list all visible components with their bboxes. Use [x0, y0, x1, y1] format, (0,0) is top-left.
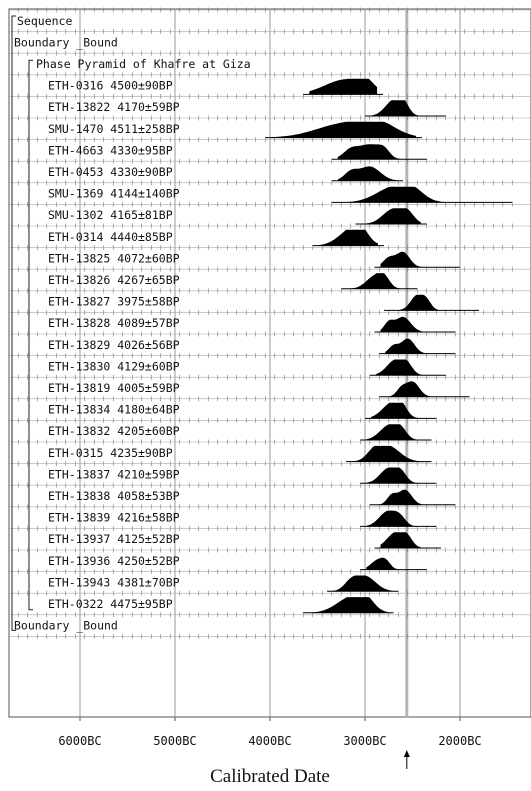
sample-probability-distribution	[371, 402, 431, 419]
sample-probability-distribution	[337, 166, 397, 181]
sample-label: ETH-13827 3975±58BP	[48, 295, 180, 309]
sample-label: ETH-13838 4058±53BP	[48, 489, 180, 503]
sequence-label: Sequence	[17, 14, 72, 28]
x-tick-label: 4000BC	[248, 734, 291, 748]
x-axis: 6000BC 5000BC 4000BC 3000BC 2000BC	[58, 717, 482, 769]
sample-probability-distribution	[371, 100, 440, 116]
sample-label: ETH-13839 4216±58BP	[48, 511, 180, 525]
sample-label: ETH-0322 4475±95BP	[48, 597, 173, 611]
x-tick-label: 3000BC	[343, 734, 386, 748]
sample-label: ETH-0316 4500±90BP	[48, 79, 173, 93]
sample-probability-distribution	[333, 575, 393, 592]
sample-label: ETH-0314 4440±85BP	[48, 230, 173, 244]
sample-label: ETH-4663 4330±95BP	[48, 143, 173, 157]
sample-label: ETH-13837 4210±59BP	[48, 467, 180, 481]
sample-label: ETH-0315 4235±90BP	[48, 446, 173, 460]
sample-probability-distribution	[385, 381, 464, 397]
sequence-bracket	[11, 15, 16, 631]
sample-probability-distribution	[361, 208, 421, 224]
sample-label: ETH-13829 4026±56BP	[48, 338, 180, 352]
sample-label: SMU-1302 4165±81BP	[48, 208, 173, 222]
x-tick-label: 6000BC	[58, 734, 101, 748]
sample-probability-distribution	[337, 186, 507, 203]
sample-probability-distribution	[375, 489, 450, 505]
sample-probability-distribution	[337, 144, 421, 160]
sample-probability-distribution	[366, 557, 421, 570]
boundary-bottom-label: Boundary _Bound	[14, 619, 118, 633]
sample-probability-distribution	[390, 294, 473, 311]
sample-label: ETH-13834 4180±64BP	[48, 403, 180, 417]
sample-probability-distribution	[271, 121, 416, 138]
sample-label: ETH-13830 4129±60BP	[48, 359, 180, 373]
reference-arrow-head	[403, 750, 410, 757]
sample-label: ETH-13936 4250±52BP	[48, 554, 180, 568]
sample-probability-distribution	[309, 597, 388, 613]
sample-label: ETH-13943 4381±70BP	[48, 575, 180, 589]
sample-probability-distribution	[366, 467, 431, 484]
sample-probability-distribution	[375, 359, 440, 376]
sample-label: ETH-13825 4072±60BP	[48, 251, 180, 265]
sample-probability-distribution	[380, 316, 450, 332]
sample-probability-distribution	[309, 78, 378, 95]
sample-label: ETH-0453 4330±90BP	[48, 165, 173, 179]
x-tick-label: 2000BC	[438, 734, 481, 748]
sample-label: ETH-13937 4125±52BP	[48, 532, 180, 546]
phase-label: Phase Pyramid of Khafre at Giza	[36, 57, 251, 71]
sample-label: ETH-13832 4205±60BP	[48, 424, 180, 438]
boundary-top-label: Boundary _Bound	[14, 35, 118, 49]
sample-label: SMU-1470 4511±258BP	[48, 122, 180, 136]
sample-label: ETH-13826 4267±65BP	[48, 273, 180, 287]
sample-label: SMU-1369 4144±140BP	[48, 187, 180, 201]
sample-probability-distribution	[366, 424, 426, 440]
sample-label: ETH-13822 4170±59BP	[48, 100, 180, 114]
sample-probability-distribution	[380, 532, 435, 548]
sample-probability-distribution	[366, 510, 431, 527]
sample-label: ETH-13828 4089±57BP	[48, 316, 180, 330]
sample-probability-distribution	[352, 445, 426, 462]
sample-label: ETH-13819 4005±59BP	[48, 381, 180, 395]
sample-probability-distribution	[347, 273, 412, 289]
sample-probability-distribution	[380, 251, 454, 268]
phase-bracket	[28, 59, 33, 611]
plot-distributions	[265, 78, 513, 614]
x-axis-title: Calibrated Date	[210, 766, 330, 787]
sample-probability-distribution	[385, 338, 450, 354]
sample-probability-distribution	[318, 229, 378, 246]
plot-labels: Sequence Boundary _Bound Phase Pyramid of …	[11, 14, 251, 633]
x-tick-label: 5000BC	[153, 734, 196, 748]
